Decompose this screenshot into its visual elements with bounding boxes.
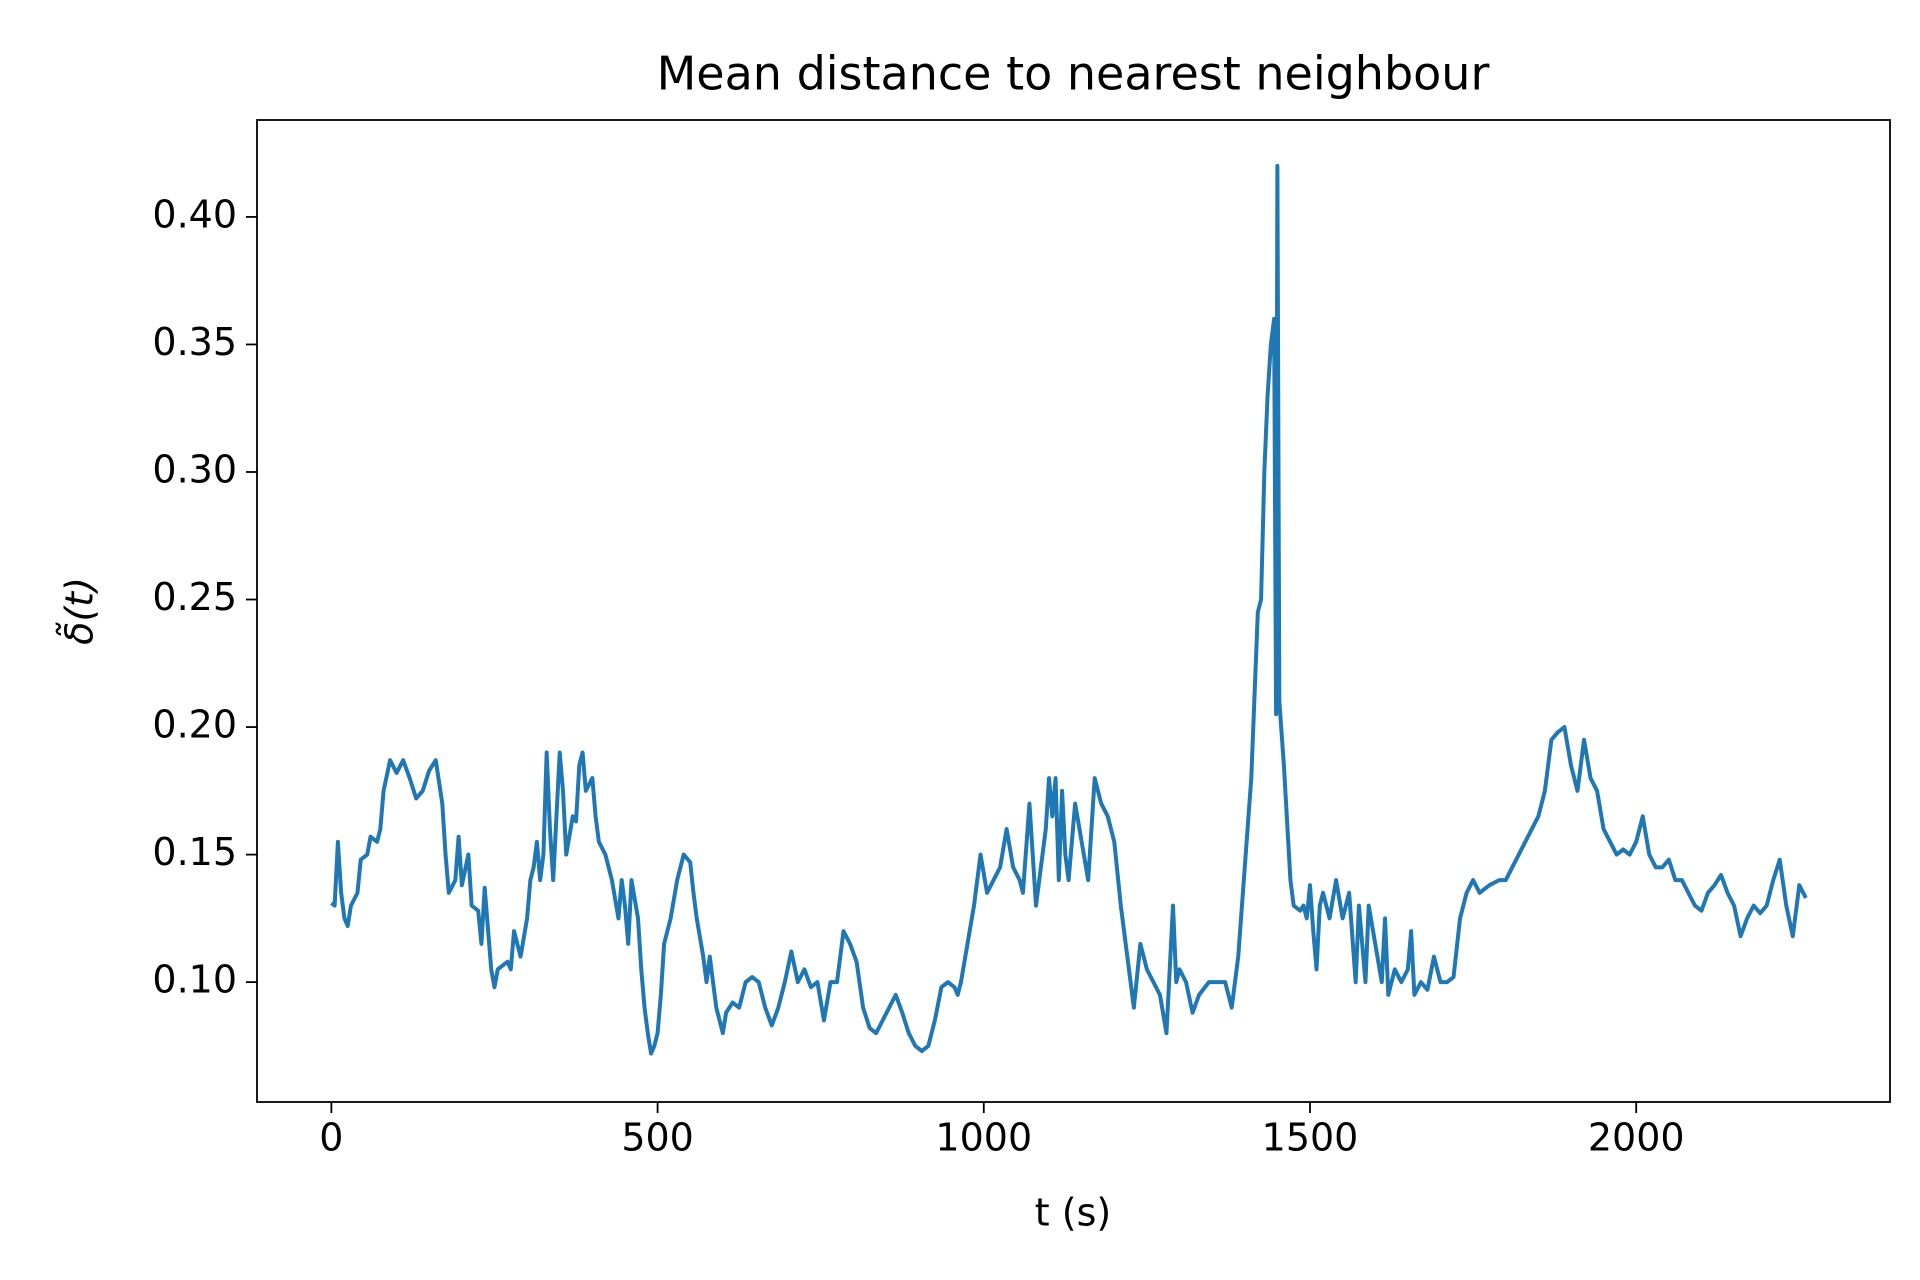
x-tick-label: 500 bbox=[621, 1116, 694, 1160]
data-line bbox=[330, 163, 1808, 1056]
y-tick-label: 0.35 bbox=[152, 320, 237, 364]
plot-frame bbox=[256, 119, 1891, 1103]
y-tick-label: 0.10 bbox=[152, 958, 237, 1002]
y-tick-label: 0.15 bbox=[152, 830, 237, 874]
x-tick-label: 1500 bbox=[1262, 1116, 1359, 1160]
x-tick-label: 2000 bbox=[1588, 1116, 1685, 1160]
y-axis-label: δ̃(t) bbox=[57, 577, 102, 645]
x-tick-label: 0 bbox=[319, 1116, 343, 1160]
x-axis-label: t (s) bbox=[1035, 1191, 1111, 1235]
y-tick-label: 0.25 bbox=[152, 575, 237, 619]
y-tick-label: 0.30 bbox=[152, 447, 237, 491]
x-tick-label: 1000 bbox=[935, 1116, 1032, 1160]
chart-title: Mean distance to nearest neighbour bbox=[657, 47, 1490, 101]
y-tick-label: 0.20 bbox=[152, 703, 237, 747]
y-tick-label: 0.40 bbox=[152, 192, 237, 236]
